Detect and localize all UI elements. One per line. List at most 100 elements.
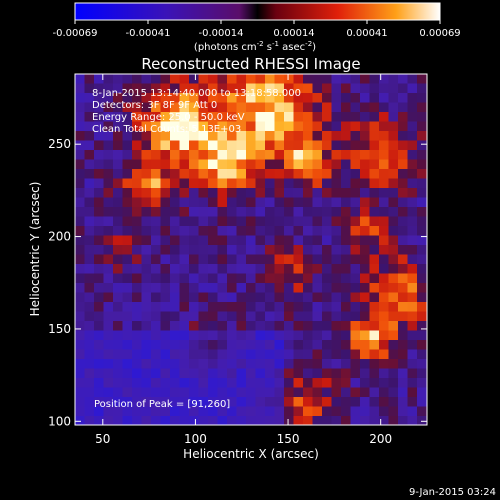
heatmap-cell [417,387,427,398]
heatmap-cell [84,216,95,227]
heatmap-cell [379,321,389,331]
heatmap-cell [388,121,399,132]
heatmap-cell [160,387,171,398]
heatmap-cell [151,226,161,236]
heatmap-cell [284,112,294,122]
heatmap-cell [236,378,247,388]
heatmap-cell [303,340,313,350]
heatmap-cell [369,378,380,388]
heatmap-cell [293,292,304,303]
heatmap-cell [236,340,247,350]
heatmap-cell [189,264,199,274]
heatmap-cell [75,359,85,369]
heatmap-cell [75,159,85,170]
heatmap-cell [312,121,323,132]
heatmap-cell [236,349,247,360]
heatmap-cell [113,349,123,360]
heatmap-cell [151,283,161,293]
heatmap-cell [369,292,380,303]
heatmap-cell [322,197,332,208]
heatmap-cell [417,245,427,255]
heatmap-cell [151,416,161,425]
heatmap-cell [151,321,161,331]
heatmap-cell [160,159,171,170]
heatmap-cell [255,169,266,179]
heatmap-cell [151,273,161,284]
heatmap-cell [407,378,418,388]
heatmap-cell [198,197,209,208]
heatmap-cell [246,254,256,265]
heatmap-cell [75,387,85,398]
heatmap-cell [331,330,342,341]
heatmap-cell [407,235,418,246]
heatmap-cell [293,368,304,379]
heatmap-cell [417,188,427,198]
heatmap-cell [227,131,237,141]
heatmap-cell [274,340,285,350]
annotation-detectors: Detectors: 3F 8F 9F Att 0 [92,100,217,111]
heatmap-cell [379,112,389,122]
heatmap-cell [312,273,323,284]
heatmap-cell [227,169,237,179]
heatmap-cell [426,197,427,208]
heatmap-cell [417,207,427,217]
heatmap-cell [350,406,361,417]
heatmap-cell [132,178,142,189]
heatmap-cell [198,159,209,170]
heatmap-cell [274,207,285,217]
heatmap-cell [94,416,104,425]
heatmap-cell [198,378,209,388]
heatmap-cell [208,292,218,303]
heatmap-cell [189,387,199,398]
heatmap-cell [122,83,133,94]
heatmap-cell [170,349,180,360]
heatmap-cell [198,406,209,417]
heatmap-cell [198,226,209,236]
heatmap-cell [303,83,313,94]
heatmap-cell [379,340,389,350]
heatmap-cell [189,169,199,179]
heatmap-cell [350,359,361,369]
heatmap-cell [208,416,218,425]
heatmap-cell [350,169,361,179]
heatmap-cell [360,140,370,151]
colorbar-ticks: -0.00069 -0.00041 -0.00014 0.00014 0.00041 0.… [53,20,461,39]
heatmap-cell [255,121,266,132]
heatmap-cell [265,273,275,284]
heatmap-cell [379,359,389,369]
heatmap-cell [151,340,161,350]
heatmap-cell [122,169,133,179]
heatmap-cell [398,321,408,331]
heatmap-cell [265,245,275,255]
heatmap-cell [369,245,380,255]
heatmap-cell [75,378,85,388]
heatmap-cell [246,368,256,379]
heatmap-cell [322,93,332,103]
heatmap-cell [84,121,95,132]
heatmap-cell [312,188,323,198]
heatmap-cell [151,254,161,265]
heatmap-cell [170,178,180,189]
heatmap-cell [103,273,114,284]
heatmap-cell [398,197,408,208]
heatmap-cell [151,207,161,217]
heatmap-cell [160,188,171,198]
heatmap-cell [293,112,304,122]
heatmap-cell [94,83,104,94]
heatmap-cell [388,150,399,160]
heatmap-cell [303,302,313,312]
heatmap-cell [293,406,304,417]
heatmap-cell [113,188,123,198]
heatmap-cell [208,93,218,103]
heatmap-cell [360,416,370,425]
heatmap-cell [189,102,199,113]
heatmap-cell [255,264,266,274]
heatmap-cell [265,131,275,141]
heatmap-cell [426,387,427,398]
heatmap-cell [113,359,123,369]
heatmap-cell [417,112,427,122]
heatmap-cell [217,273,228,284]
heatmap-cell [360,226,370,236]
heatmap-cell [170,150,180,160]
heatmap-cell [255,397,266,407]
